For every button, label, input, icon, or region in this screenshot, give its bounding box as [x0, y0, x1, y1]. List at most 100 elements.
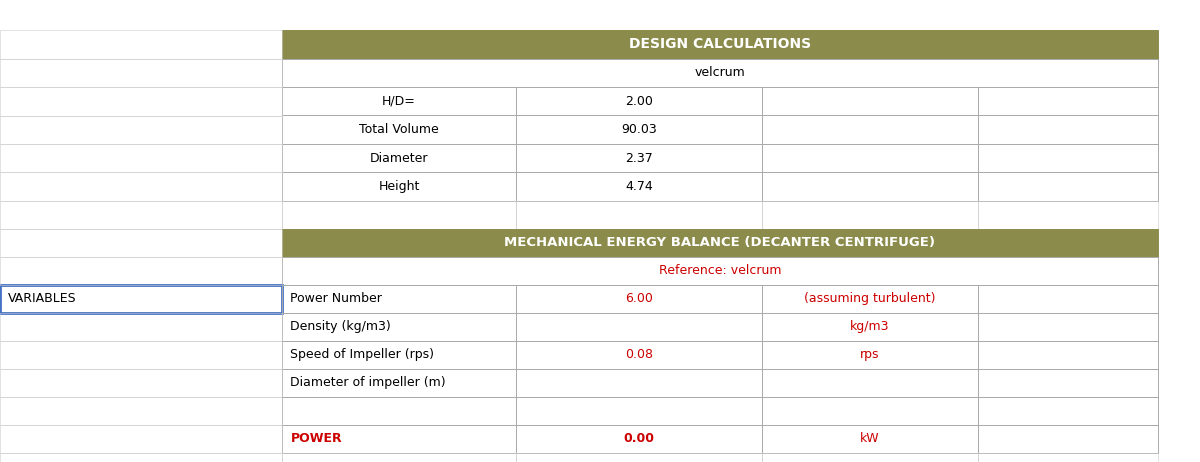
Text: kg/m3: kg/m3: [851, 320, 889, 333]
Bar: [282, 116, 516, 144]
Bar: [978, 87, 1158, 116]
Bar: [516, 144, 762, 172]
Text: rps: rps: [860, 348, 880, 361]
Bar: [516, 116, 762, 144]
Bar: [0, 340, 282, 369]
Text: Speed of Impeller (rps): Speed of Impeller (rps): [290, 348, 434, 361]
Bar: [978, 453, 1158, 462]
Bar: [0, 116, 282, 144]
Bar: [978, 313, 1158, 340]
Bar: [762, 340, 978, 369]
Bar: [762, 453, 978, 462]
Text: H/D=: H/D=: [382, 95, 416, 108]
Bar: [762, 285, 978, 313]
Bar: [282, 144, 516, 172]
Bar: [762, 425, 978, 453]
Bar: [282, 87, 516, 116]
Bar: [0, 59, 282, 87]
Bar: [282, 201, 516, 229]
Bar: [516, 172, 762, 201]
Bar: [516, 172, 762, 201]
Bar: [516, 340, 762, 369]
Bar: [762, 313, 978, 340]
Text: 4.74: 4.74: [625, 180, 653, 193]
Bar: [762, 116, 978, 144]
Bar: [762, 144, 978, 172]
Bar: [0, 397, 282, 425]
Bar: [0, 453, 282, 462]
Bar: [0, 30, 282, 59]
Bar: [978, 87, 1158, 116]
Bar: [0, 340, 282, 369]
Bar: [0, 59, 282, 87]
Bar: [0, 229, 282, 257]
Bar: [282, 313, 516, 340]
Text: 90.03: 90.03: [622, 123, 656, 136]
Bar: [0, 87, 282, 116]
Bar: [0, 30, 282, 59]
Bar: [762, 369, 978, 397]
Bar: [516, 87, 762, 116]
Bar: [516, 116, 762, 144]
Bar: [978, 285, 1158, 313]
Bar: [762, 397, 978, 425]
Bar: [516, 285, 762, 313]
Bar: [282, 201, 516, 229]
Bar: [0, 397, 282, 425]
Bar: [0, 313, 282, 340]
Bar: [516, 313, 762, 340]
Bar: [282, 340, 516, 369]
Bar: [282, 340, 516, 369]
Bar: [282, 30, 1158, 59]
Bar: [282, 397, 516, 425]
Bar: [0, 369, 282, 397]
Bar: [978, 116, 1158, 144]
Text: Power Number: Power Number: [290, 292, 383, 305]
Bar: [0, 172, 282, 201]
Bar: [282, 229, 1158, 257]
Bar: [0, 201, 282, 229]
Bar: [0, 144, 282, 172]
Bar: [762, 144, 978, 172]
Bar: [282, 369, 516, 397]
Bar: [762, 397, 978, 425]
Bar: [978, 172, 1158, 201]
Bar: [282, 313, 516, 340]
Text: Reference: velcrum: Reference: velcrum: [659, 264, 781, 277]
Text: Diameter of impeller (m): Diameter of impeller (m): [290, 376, 446, 389]
Text: (assuming turbulent): (assuming turbulent): [804, 292, 936, 305]
Bar: [0, 453, 282, 462]
Text: VARIABLES: VARIABLES: [8, 292, 77, 305]
Bar: [762, 87, 978, 116]
Bar: [978, 201, 1158, 229]
Bar: [282, 369, 516, 397]
Bar: [516, 340, 762, 369]
Bar: [282, 59, 1158, 87]
Bar: [0, 313, 282, 340]
Bar: [762, 285, 978, 313]
Bar: [978, 144, 1158, 172]
Bar: [282, 59, 1158, 87]
Bar: [762, 201, 978, 229]
Bar: [978, 369, 1158, 397]
Bar: [282, 285, 516, 313]
Bar: [762, 116, 978, 144]
Bar: [282, 397, 516, 425]
Bar: [762, 172, 978, 201]
Bar: [282, 229, 1158, 257]
Bar: [762, 453, 978, 462]
Bar: [0, 229, 282, 257]
Bar: [282, 144, 516, 172]
Bar: [516, 397, 762, 425]
Bar: [516, 425, 762, 453]
Bar: [516, 425, 762, 453]
Bar: [762, 369, 978, 397]
Bar: [282, 257, 1158, 285]
Bar: [762, 172, 978, 201]
Bar: [0, 87, 282, 116]
Bar: [282, 30, 1158, 59]
Bar: [516, 144, 762, 172]
Bar: [0, 144, 282, 172]
Bar: [0, 116, 282, 144]
Bar: [762, 340, 978, 369]
